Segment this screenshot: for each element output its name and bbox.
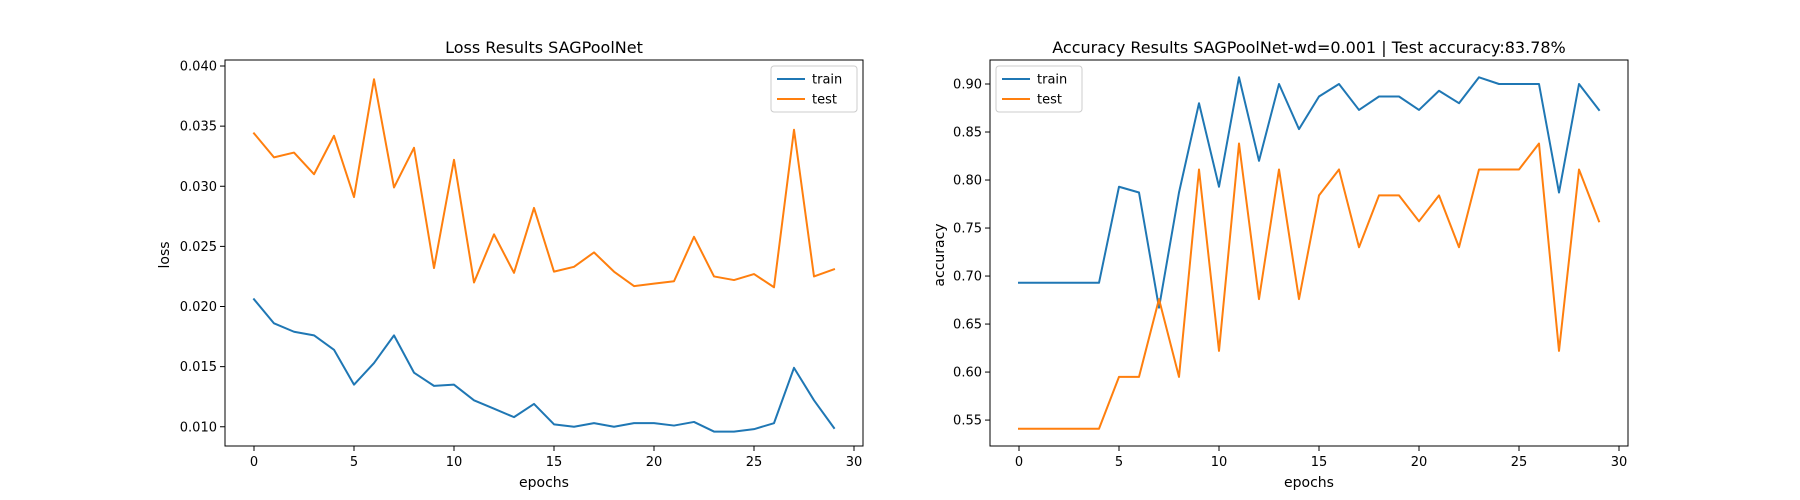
accuracy-chart-ytick-label: 0.80 [953, 174, 982, 189]
loss-chart-ytick-label: 0.040 [180, 60, 217, 75]
accuracy-chart-xtick-label: 5 [1115, 455, 1123, 470]
loss-chart-legend-label-train: train [812, 73, 842, 88]
accuracy-chart-frame [989, 59, 1629, 447]
accuracy-chart-ytick-label: 0.75 [953, 222, 982, 237]
loss-chart-xtick-label: 15 [546, 455, 563, 470]
loss-chart-xtick-label: 5 [350, 455, 358, 470]
loss-chart-ylabel: loss [157, 241, 173, 268]
loss-chart-xtick-label: 30 [846, 455, 863, 470]
accuracy-chart-line-train [1018, 76, 1601, 309]
accuracy-chart-series [1018, 76, 1601, 430]
accuracy-chart-xlabel: epochs [1284, 475, 1334, 491]
loss-chart-line-test [252, 78, 836, 289]
loss-chart: Loss Results SAGPoolNet epochs loss 0 5 10… [157, 38, 864, 491]
accuracy-chart-title: Accuracy Results SAGPoolNet-wd=0.001 | T… [1052, 38, 1566, 57]
loss-chart-ytick-label: 0.025 [180, 240, 217, 255]
loss-chart-xtick-label: 10 [446, 455, 463, 470]
loss-chart-ytick-label: 0.035 [180, 120, 217, 135]
loss-chart-title: Loss Results SAGPoolNet [445, 38, 643, 57]
accuracy-chart-xtick-label: 15 [1311, 455, 1328, 470]
loss-chart-xtick-label: 0 [250, 455, 258, 470]
accuracy-chart-xtick-label: 20 [1411, 455, 1428, 470]
accuracy-chart-ytick-label: 0.85 [953, 126, 982, 141]
accuracy-chart-legend-label-train: train [1037, 73, 1067, 88]
accuracy-chart: Accuracy Results SAGPoolNet-wd=0.001 | T… [932, 38, 1629, 491]
loss-chart-ytick-label: 0.015 [180, 360, 217, 375]
loss-chart-line-train [252, 297, 836, 433]
accuracy-chart-ticks: 0 5 10 15 20 25 30 0.55 0.60 0.65 0.70 0.75 0.80 0.85… [953, 78, 1627, 470]
accuracy-chart-legend-box [995, 65, 1083, 113]
accuracy-chart-xtick-label: 30 [1611, 455, 1628, 470]
loss-chart-xtick-label: 20 [646, 455, 663, 470]
accuracy-chart-line-test [1018, 142, 1601, 430]
accuracy-chart-ytick-label: 0.70 [953, 270, 982, 285]
loss-chart-xlabel: epochs [519, 475, 569, 491]
loss-chart-series [252, 78, 836, 433]
accuracy-chart-ytick-label: 0.60 [953, 366, 982, 381]
loss-chart-legend-label-test: test [812, 93, 837, 108]
loss-chart-ytick-label: 0.010 [180, 420, 217, 435]
loss-chart-ytick-label: 0.020 [180, 300, 217, 315]
accuracy-chart-xtick-label: 10 [1211, 455, 1228, 470]
accuracy-chart-legend-label-test: test [1037, 93, 1062, 108]
accuracy-chart-legend: train test [995, 65, 1083, 113]
loss-chart-legend-box [770, 65, 858, 113]
loss-chart-xtick-label: 25 [746, 455, 763, 470]
accuracy-chart-xtick-label: 25 [1511, 455, 1528, 470]
accuracy-chart-ytick-label: 0.55 [953, 414, 982, 429]
loss-chart-ytick-label: 0.030 [180, 180, 217, 195]
accuracy-chart-ytick-label: 0.90 [953, 78, 982, 93]
loss-chart-ticks: 0 5 10 15 20 25 30 0.010 0.015 0.020 0.025 0.030 0.0… [180, 60, 862, 470]
loss-chart-frame [224, 59, 864, 447]
accuracy-chart-ytick-label: 0.65 [953, 318, 982, 333]
accuracy-chart-xtick-label: 0 [1015, 455, 1023, 470]
accuracy-chart-ylabel: accuracy [932, 223, 948, 286]
loss-chart-legend: train test [770, 65, 858, 113]
